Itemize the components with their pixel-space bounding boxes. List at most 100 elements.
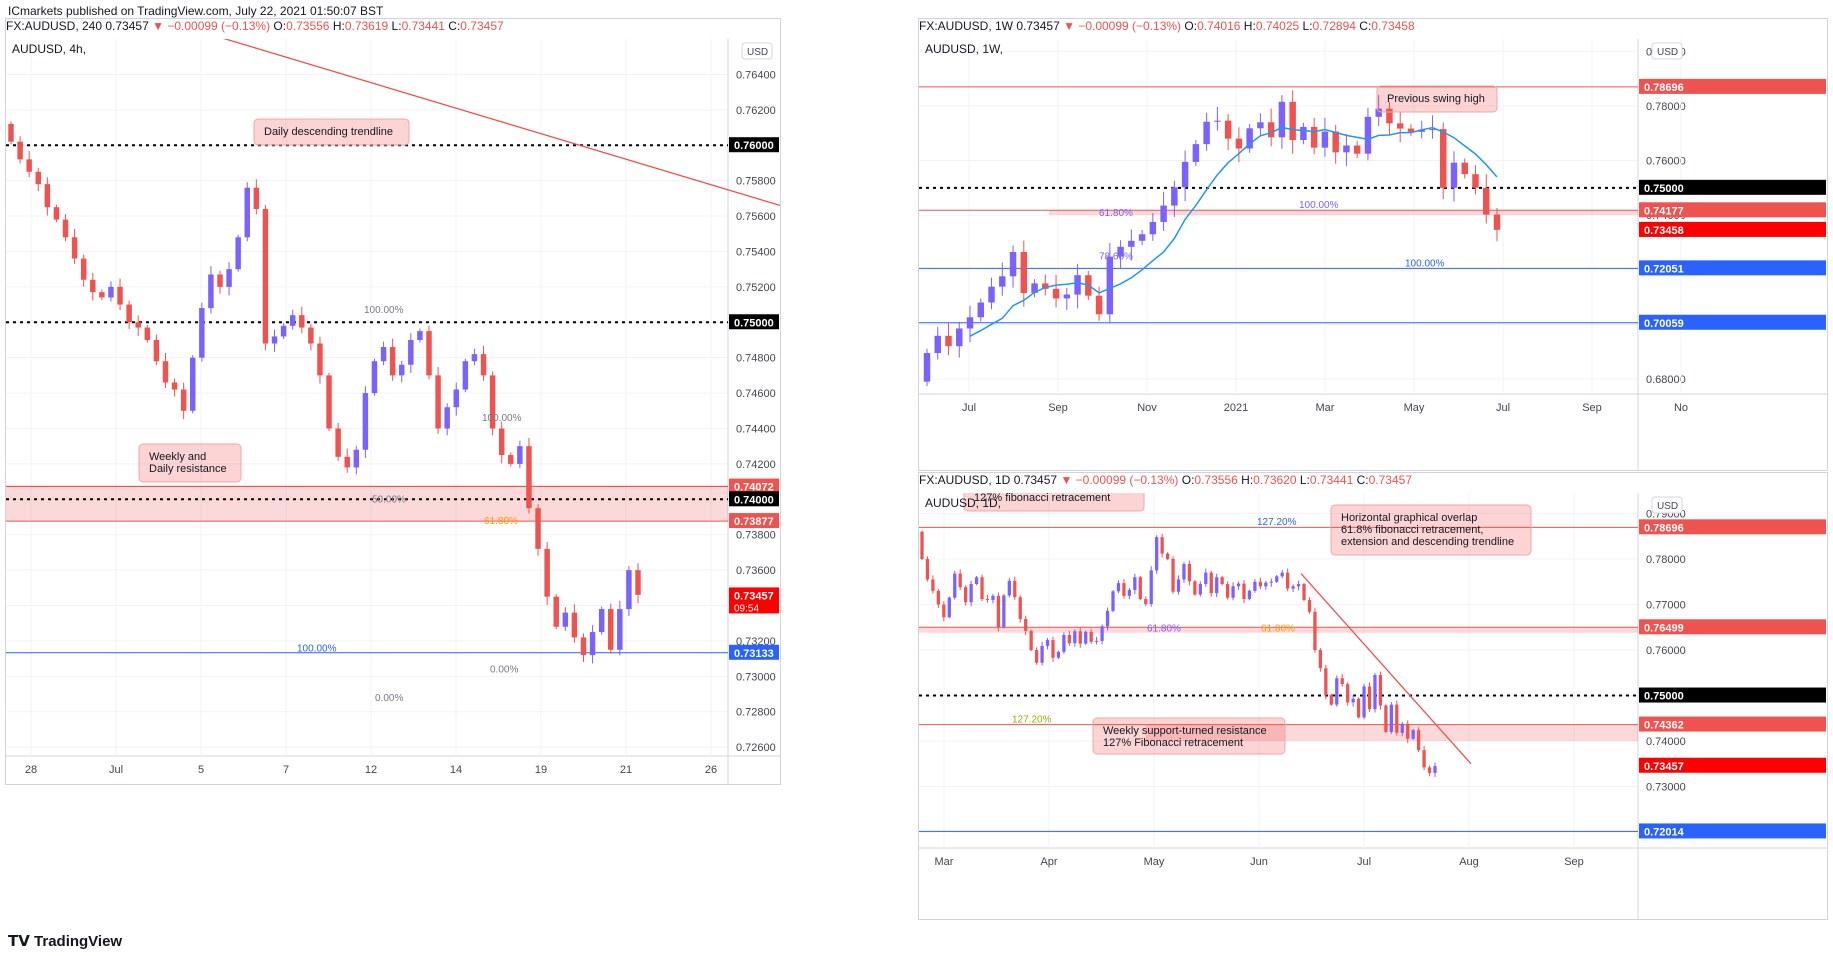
x-tick-label: Apr [1040, 856, 1057, 868]
y-tick-label: 0.73000 [736, 671, 776, 683]
moving-average-line [969, 126, 1498, 337]
w1-open: 0.74016 [1197, 19, 1241, 33]
x-tick-label: 12 [365, 764, 377, 776]
price-tag-label: 0.73457 [1644, 761, 1684, 773]
candle-body [8, 123, 14, 142]
candle-body [953, 573, 957, 598]
candle-body [1042, 283, 1049, 289]
x-tick-label: Sep [1564, 856, 1584, 868]
candle-body [226, 269, 232, 287]
callout-box [1330, 504, 1532, 556]
candle-body [1138, 234, 1146, 241]
candle-body [1144, 599, 1148, 605]
d1-chart-panel[interactable]: FX:AUDUSD, 1D 0.73457 ▼ −0.00099 (−0.13%… [918, 472, 1828, 920]
candle-body [1209, 572, 1213, 594]
currency-badge [741, 42, 773, 60]
candle-body [999, 276, 1006, 287]
x-tick-label: Jul [962, 402, 976, 414]
w1-chart-panel[interactable]: FX:AUDUSD, 1W 0.73457 ▼ −0.00099 (−0.13%… [918, 18, 1828, 471]
candle-body [1329, 695, 1333, 705]
y-tick-label: 0.73800 [736, 530, 776, 542]
candle-body [1181, 161, 1189, 188]
fib-level-label: 78.60% [1099, 252, 1133, 263]
callout-text-line: Daily resistance [149, 463, 227, 475]
candle-body [635, 570, 641, 595]
candle-body [498, 428, 505, 456]
candle-body [1384, 705, 1388, 732]
fib-level-label: 61.80% [484, 516, 518, 527]
candle-body [1204, 572, 1208, 585]
price-tag [1639, 519, 1826, 535]
candle-body [271, 336, 278, 344]
candle-body [1406, 723, 1410, 739]
x-tick-label: Mar [1316, 402, 1335, 414]
d1-high: 0.73620 [1253, 473, 1297, 487]
d1-chart[interactable]: 0.790000.780000.770000.760000.750000.740… [919, 493, 1827, 919]
price-tag-label: 0.74072 [734, 482, 774, 494]
d1-close: 0.73457 [1368, 473, 1413, 487]
x-tick-label: 21 [620, 764, 632, 776]
candle-body [1063, 294, 1071, 299]
fib-level-label: 50.00% [372, 495, 406, 506]
fib-level-label: 61.80% [1147, 624, 1181, 635]
candle-body [1246, 128, 1253, 149]
candle-body [1176, 579, 1181, 592]
candle-body [608, 609, 614, 650]
candle-body [1291, 586, 1295, 589]
h4-last: 0.73457 [105, 19, 149, 33]
candle-body [1321, 131, 1329, 148]
x-tick-label: Sep [1048, 402, 1068, 414]
candle-body [1020, 252, 1028, 293]
candle-body [1318, 650, 1323, 669]
candle-body [180, 389, 187, 411]
candle-body [958, 573, 962, 588]
candle-body [1247, 590, 1252, 600]
candle-body [1422, 750, 1426, 768]
price-tag-label: 0.75000 [1644, 183, 1684, 195]
candle-body [626, 570, 632, 610]
callout-box [253, 118, 410, 146]
y-tick-label: 0.74600 [736, 388, 776, 400]
callout-text-line: 61.8% fibonacci retracement, [1341, 524, 1483, 536]
y-tick-label: 0.76000 [1646, 156, 1686, 168]
candle-body [208, 274, 214, 309]
h4-chart[interactable]: 0.76400 0.76200 0.76000 0.75800 0.75600 0.754… [6, 39, 780, 784]
candle-body [1040, 645, 1044, 663]
candle-body [1203, 121, 1210, 145]
h4-chart-panel[interactable]: FX:AUDUSD, 240 0.73457 ▼ −0.00099 (−0.13… [5, 18, 781, 785]
x-tick-label: Jul [109, 764, 123, 776]
candle-body [1133, 577, 1137, 590]
candle-body [1267, 122, 1275, 138]
price-tag [1639, 314, 1826, 330]
w1-chart[interactable]: 0.800000.780000.760000.740000.720000.700… [919, 39, 1827, 470]
x-tick-label: Sep [1582, 402, 1602, 414]
resistance-zone [919, 627, 1638, 633]
candle-body [1429, 129, 1436, 131]
fib-level-label: 61.80% [1261, 624, 1295, 635]
candle-body [417, 331, 423, 340]
x-tick-label: Nov [1137, 402, 1157, 414]
candle-body [517, 446, 523, 464]
h4-ohlc-bar: FX:AUDUSD, 240 0.73457 ▼ −0.00099 (−0.13… [6, 19, 504, 33]
candle-body [1007, 580, 1011, 596]
price-tag [1639, 179, 1826, 195]
candle-body [945, 335, 952, 347]
price-tag-label: 0.70059 [1644, 318, 1684, 330]
candle-body [1138, 577, 1142, 600]
price-tag-countdown: 09:54 [734, 603, 759, 614]
callout-text-line: Weekly and [149, 451, 206, 463]
fib-level-label: 100.00% [297, 643, 337, 654]
price-tag-label: 0.78696 [1644, 522, 1684, 534]
candle-body [1013, 580, 1017, 598]
descending-trendline [223, 39, 780, 207]
footer-brand-text: TradingView [34, 933, 123, 950]
candle-body [535, 508, 541, 549]
candle-body [408, 339, 414, 365]
candle-body [1056, 651, 1061, 658]
candle-body [553, 596, 559, 627]
candle-body [1214, 120, 1221, 122]
candle-body [90, 279, 96, 293]
fib-level-label: 61.80% [1099, 208, 1133, 219]
candle-body [980, 577, 984, 600]
candle-body [190, 357, 196, 411]
